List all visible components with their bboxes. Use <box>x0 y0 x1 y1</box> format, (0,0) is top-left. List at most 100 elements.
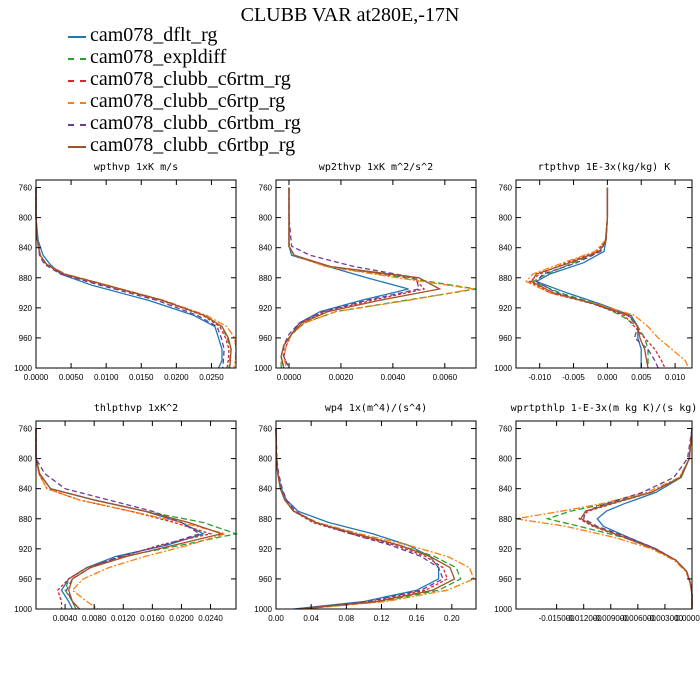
y-tick-label: 840 <box>499 485 513 494</box>
y-tick-label: 960 <box>259 334 273 343</box>
legend-swatch <box>68 80 86 82</box>
panel-frame <box>515 179 693 369</box>
plot-panel: wprtpthlp 1-E-3x(m kg K)/(s kg) 760 800 840… <box>494 403 700 623</box>
legend-label: cam078_clubb_c6rtbm_rg <box>90 112 301 134</box>
y-tick-label: 1000 <box>254 364 272 373</box>
y-tick-label: 920 <box>19 545 33 554</box>
y-tick-label: 800 <box>19 214 33 223</box>
legend-label: cam078_clubb_c6rtbp_rg <box>90 134 296 156</box>
x-tick-label: 0.0200 <box>164 373 189 382</box>
x-tick-label: 0.04 <box>303 614 319 623</box>
x-tick-label: 0.0240 <box>198 614 223 623</box>
legend-swatch <box>68 102 86 104</box>
y-tick-label: 960 <box>259 575 273 584</box>
x-tick-label: 0.0050 <box>59 373 84 382</box>
series-line <box>534 187 642 368</box>
legend-label: cam078_dflt_rg <box>90 24 218 46</box>
y-tick-label: 1000 <box>494 605 512 614</box>
y-tick-label: 760 <box>19 425 33 434</box>
y-tick-label: 840 <box>19 244 33 253</box>
y-tick-label: 800 <box>499 214 513 223</box>
y-tick-label: 840 <box>499 244 513 253</box>
x-tick-label: 0.0120 <box>111 614 136 623</box>
panel-title: rtpthvp 1E-3x(kg/kg) K <box>538 162 670 173</box>
series-line <box>528 187 666 369</box>
series-line <box>35 187 230 369</box>
y-tick-label: 880 <box>19 274 33 283</box>
x-tick-label: 0.0060 <box>433 373 458 382</box>
x-tick-label: 0.0000 <box>277 373 302 382</box>
legend-swatch <box>68 124 86 126</box>
series-line <box>275 428 475 610</box>
y-tick-label: 920 <box>499 545 513 554</box>
y-tick-label: 800 <box>259 214 273 223</box>
y-tick-label: 880 <box>499 515 513 524</box>
x-tick-label: 0.0080 <box>82 614 107 623</box>
series-line <box>578 428 693 609</box>
y-tick-label: 960 <box>499 334 513 343</box>
series-line <box>283 187 420 369</box>
x-tick-label: -0.006000 <box>620 614 657 623</box>
x-tick-label: 0.0100 <box>94 373 119 382</box>
panel-frame <box>515 420 693 610</box>
x-tick-label: 0.0160 <box>140 614 165 623</box>
y-tick-label: 920 <box>499 304 513 313</box>
y-tick-label: 840 <box>19 485 33 494</box>
legend-label: cam078_clubb_c6rtp_rg <box>90 90 286 112</box>
y-tick-label: 960 <box>499 575 513 584</box>
series-line <box>545 428 693 609</box>
series-line <box>275 428 444 610</box>
series-line <box>35 428 224 610</box>
y-tick-label: 880 <box>259 515 273 524</box>
panel-frame <box>35 420 237 610</box>
x-tick-label: -0.012000 <box>566 614 603 623</box>
plot-panel: wpthvp 1xK m/s76080084088092096010000.00… <box>14 162 237 382</box>
panel-title: thlpthvp 1xK^2 <box>94 403 178 414</box>
series-line <box>35 187 223 369</box>
y-tick-label: 1000 <box>14 364 32 373</box>
y-tick-label: 760 <box>259 184 273 193</box>
x-tick-label: -0.009000 <box>593 614 630 623</box>
x-tick-label: 0.0040 <box>53 614 78 623</box>
x-tick-label: 0.16 <box>409 614 425 623</box>
y-tick-label: 760 <box>499 184 513 193</box>
panel-frame <box>35 179 237 369</box>
y-tick-label: 960 <box>19 575 33 584</box>
series-line <box>530 187 649 369</box>
series-line <box>535 187 659 369</box>
series-line <box>280 187 477 368</box>
series-line <box>35 428 206 610</box>
panel-title: wprtpthlp 1-E-3x(m kg K)/(s kg) <box>511 403 698 414</box>
series-line <box>35 187 232 369</box>
y-tick-label: 840 <box>259 244 273 253</box>
x-tick-label: 0.0000 <box>24 373 49 382</box>
panel-title: wpthvp 1xK m/s <box>94 162 178 173</box>
y-tick-label: 800 <box>499 455 513 464</box>
x-tick-label: 0.010 <box>665 373 686 382</box>
series-line <box>531 187 649 368</box>
y-tick-label: 1000 <box>254 605 272 614</box>
legend-swatch <box>68 58 86 60</box>
legend-swatch <box>68 36 86 38</box>
panel-frame <box>275 420 477 610</box>
panel-title: wp4 1x(m^4)/(s^4) <box>325 403 427 414</box>
x-tick-label: 0.000000 <box>675 614 700 623</box>
legend-label: cam078_expldiff <box>90 46 227 68</box>
x-tick-label: -0.005 <box>562 373 585 382</box>
x-tick-label: 0.00 <box>268 614 284 623</box>
plot-panel: wp2thvp 1xK m^2/s^2 760 800 840 880 920 960 100… <box>254 162 477 382</box>
series-line <box>582 428 693 609</box>
x-tick-label: -0.010 <box>528 373 551 382</box>
x-tick-label: -0.015000 <box>539 614 576 623</box>
y-tick-label: 800 <box>19 455 33 464</box>
plot-panel: rtpthvp 1E-3x(kg/kg) K 760 800 840 880 920 960… <box>494 162 693 382</box>
y-tick-label: 880 <box>259 274 273 283</box>
series-line <box>35 187 237 369</box>
series-line <box>35 428 228 610</box>
series-line <box>280 187 442 369</box>
series-line <box>515 428 693 609</box>
series-line <box>275 428 440 610</box>
x-tick-label: -0.003000 <box>647 614 684 623</box>
y-tick-label: 1000 <box>494 364 512 373</box>
